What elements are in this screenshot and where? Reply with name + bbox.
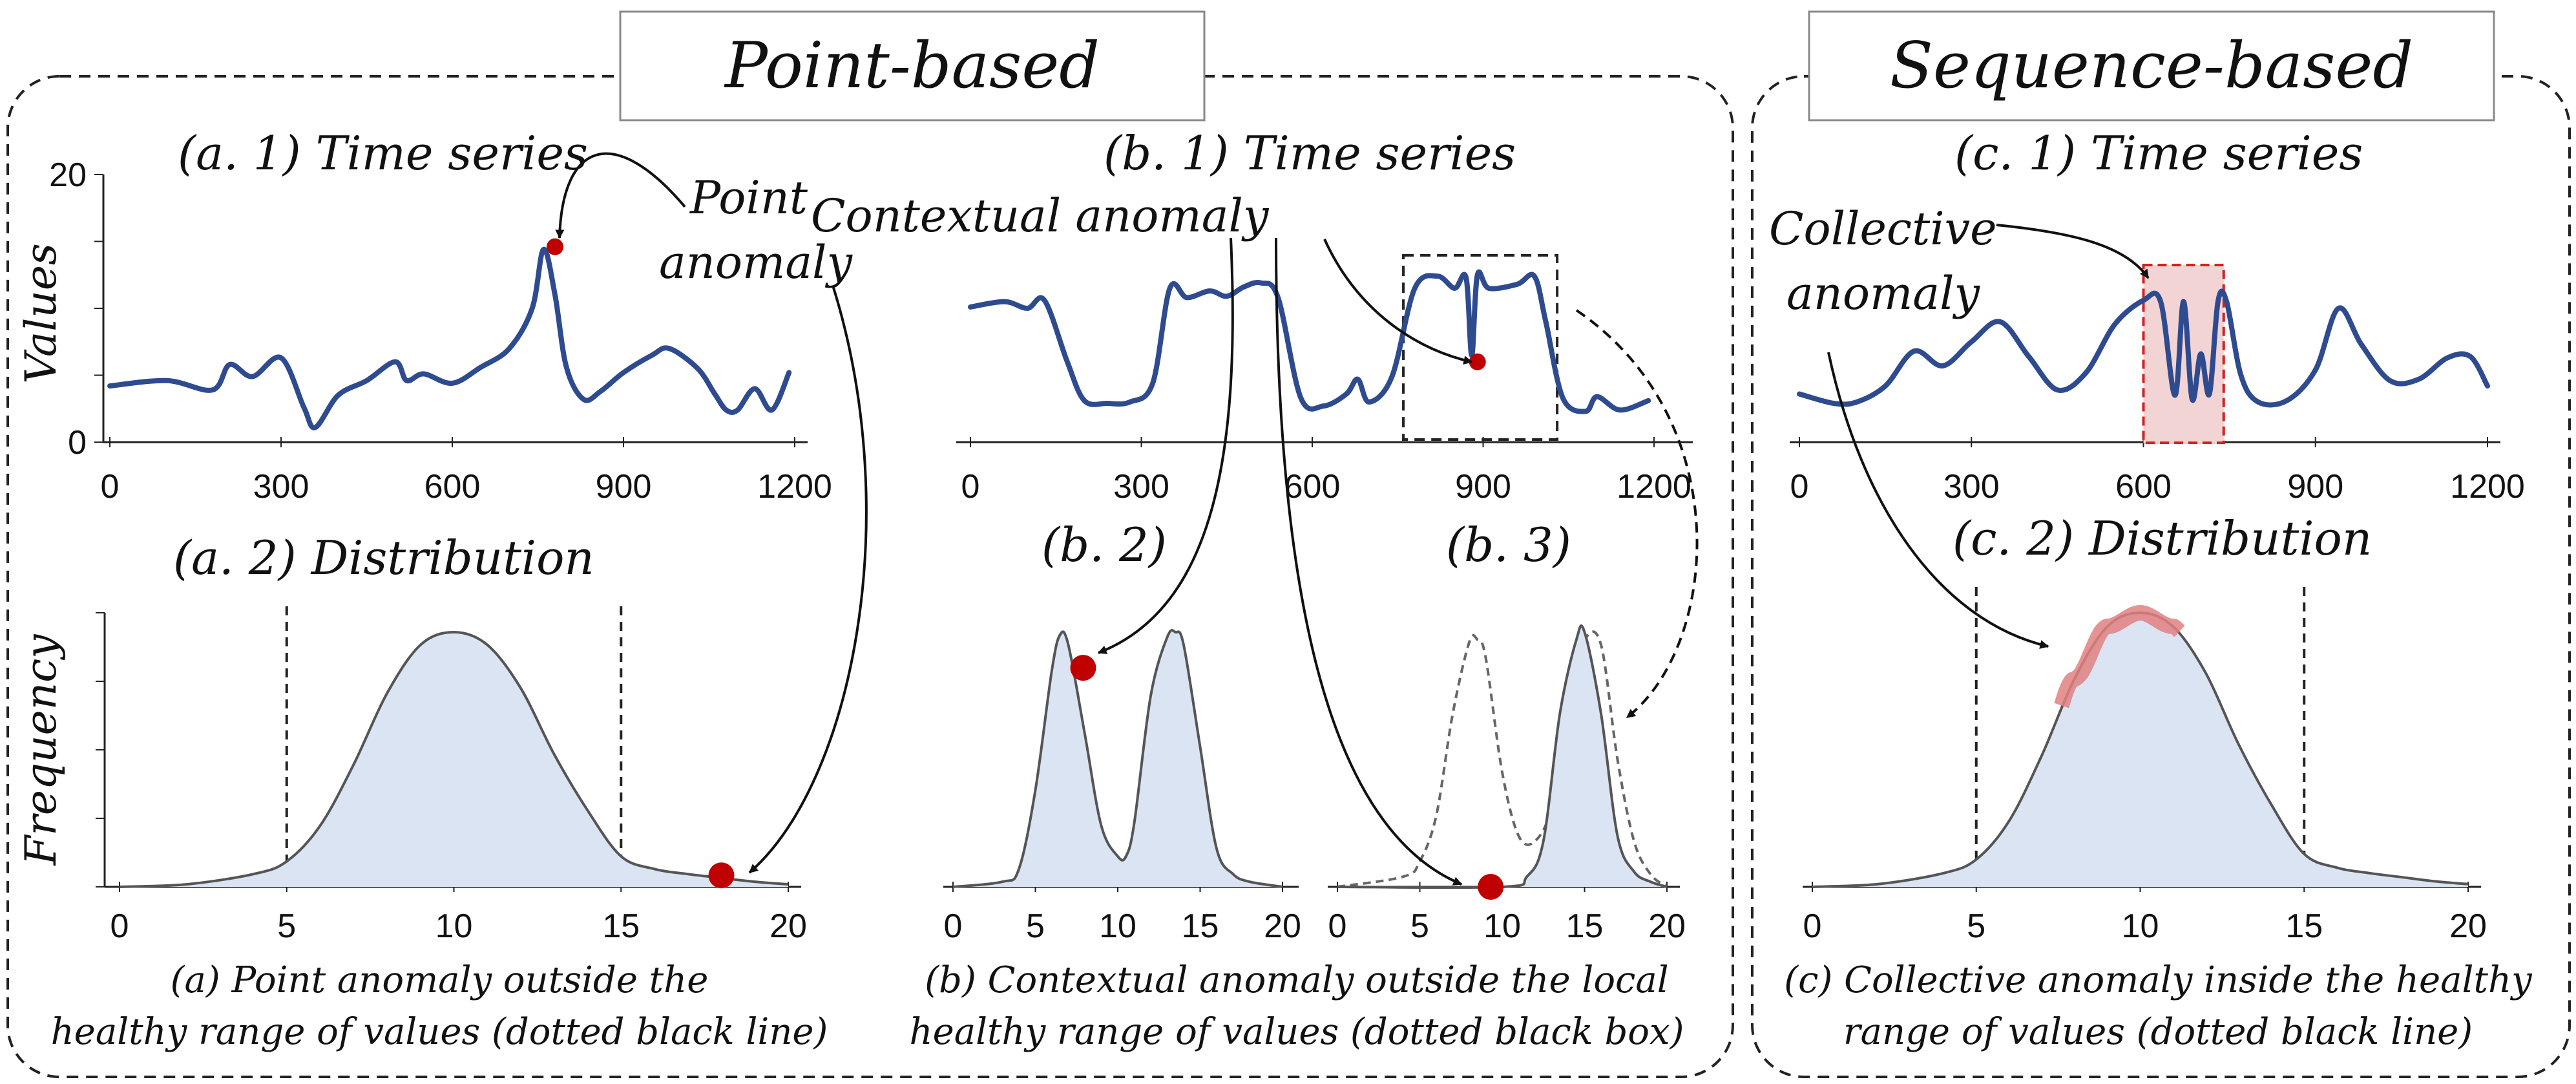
x-tick-label-c2: 0 bbox=[1803, 908, 1822, 945]
subplot-a2-title: (a. 2) Distribution bbox=[173, 531, 594, 585]
frequency-axis-label: Frequency bbox=[16, 634, 66, 866]
subplot-b3-title: (b. 3) bbox=[1446, 518, 1571, 572]
collective-highlight-c2 bbox=[2054, 604, 2185, 708]
x-tick-label-b2: 10 bbox=[1099, 908, 1136, 945]
contextual-arrow-to-b3 bbox=[1275, 237, 1463, 886]
x-tick-label-b2: 15 bbox=[1182, 908, 1219, 945]
sequence-based-title-box bbox=[1808, 10, 2495, 122]
collective-anomaly-label-line2: anomaly bbox=[1786, 267, 1980, 320]
x-tick-label-a1: 300 bbox=[253, 468, 309, 505]
caption-a-line2: healthy range of values (dotted black li… bbox=[51, 1011, 828, 1053]
density-area-b3 bbox=[1337, 625, 1667, 888]
collective-arrow-to-series bbox=[1996, 224, 2150, 279]
series-line-c1 bbox=[1797, 288, 2490, 408]
point-anomaly-arrow-to-distribution bbox=[748, 287, 868, 874]
overlay-layer bbox=[2054, 604, 2185, 708]
x-tick-label-b3: 0 bbox=[1328, 908, 1347, 945]
chart-b1: 0 300 600 900 1200 bbox=[956, 254, 1693, 505]
anomaly-point-a2 bbox=[708, 862, 735, 889]
x-tick-label-c1: 1200 bbox=[2450, 468, 2525, 505]
point-anomaly-label-line1: Point bbox=[689, 171, 808, 224]
series-line-b1 bbox=[968, 269, 1651, 414]
values-axis-label: Values bbox=[16, 243, 66, 384]
subplot-b2-title: (b. 2) bbox=[1042, 518, 1167, 572]
x-tick-label-b3: 10 bbox=[1483, 908, 1521, 945]
subplot-c2-title: (c. 2) Distribution bbox=[1953, 511, 2372, 566]
x-tick-label-c2: 5 bbox=[1967, 908, 1985, 945]
global-reference-density-b3 bbox=[1337, 630, 1668, 888]
y-tick-label-a1: 20 bbox=[49, 156, 87, 194]
density-area-c2 bbox=[1812, 613, 2468, 887]
chart-c2: 0 5 10 15 20 bbox=[1803, 587, 2487, 945]
point-based-title-box bbox=[619, 10, 1206, 122]
x-tick-label-b1: 900 bbox=[1455, 468, 1511, 505]
x-tick-label-c2: 20 bbox=[2449, 908, 2487, 945]
x-tick-label-c1: 900 bbox=[2287, 468, 2343, 505]
chart-b2: 0 5 10 15 20 bbox=[943, 629, 1301, 945]
anomaly-point-b3 bbox=[1478, 874, 1504, 900]
point-based-panel-frame bbox=[6, 75, 1734, 1078]
x-tick-label-c1: 300 bbox=[1943, 468, 2000, 505]
point-anomaly-label-line2: anomaly bbox=[659, 236, 853, 289]
x-tick-label-c2: 15 bbox=[2285, 908, 2323, 945]
chart-b3: 0 5 10 15 20 bbox=[1328, 624, 1686, 945]
point-based-title: Point-based bbox=[724, 29, 1100, 103]
x-tick-label-b1: 300 bbox=[1113, 468, 1169, 505]
x-tick-label-a2: 20 bbox=[770, 908, 807, 945]
density-area-b2 bbox=[953, 630, 1283, 887]
y-tick-label-a1: 0 bbox=[68, 424, 87, 462]
density-area-a2 bbox=[120, 632, 788, 887]
local-window-box bbox=[1402, 254, 1559, 441]
subplot-a1-title: (a. 1) Time series bbox=[178, 126, 588, 180]
density-line-b3 bbox=[1337, 624, 1668, 889]
x-tick-label-a2: 5 bbox=[277, 908, 296, 945]
x-tick-label-b3: 20 bbox=[1648, 908, 1686, 945]
sequence-based-title: Sequence-based bbox=[1890, 29, 2413, 103]
anomaly-point-b2 bbox=[1070, 655, 1096, 681]
x-tick-label-a1: 0 bbox=[101, 468, 120, 505]
x-tick-label-b2: 20 bbox=[1264, 908, 1301, 945]
anomaly-point-a1 bbox=[547, 238, 563, 255]
density-line-a2 bbox=[119, 630, 789, 888]
point-anomaly-arrow-to-series bbox=[555, 152, 686, 239]
subplot-b1-title: (b. 1) Time series bbox=[1104, 126, 1516, 180]
contextual-arrow-to-series bbox=[1323, 239, 1473, 365]
collective-arrow-to-distribution bbox=[1827, 352, 2049, 649]
caption-a-line1: (a) Point anomaly outside the bbox=[171, 959, 709, 1001]
caption-c-line1: (c) Collective anomaly inside the health… bbox=[1784, 959, 2533, 1001]
caption-c-line2: range of values (dotted black line) bbox=[1843, 1011, 2473, 1053]
caption-b-line2: healthy range of values (dotted black bo… bbox=[910, 1011, 1684, 1053]
x-tick-label-b1: 0 bbox=[961, 468, 980, 505]
x-tick-label-a2: 15 bbox=[602, 908, 640, 945]
local-window-arrow-to-b3 bbox=[1575, 309, 1699, 719]
x-tick-label-a1: 600 bbox=[424, 468, 481, 505]
subplot-c1-title: (c. 1) Time series bbox=[1954, 126, 2363, 180]
chart-a1: 0 300 600 900 1200 0 20 bbox=[49, 156, 832, 505]
series-line-a1 bbox=[107, 246, 792, 430]
x-tick-label-c1: 600 bbox=[2115, 468, 2172, 505]
x-tick-label-b1: 600 bbox=[1284, 468, 1341, 505]
collective-anomaly-label-line1: Collective bbox=[1769, 202, 1997, 255]
caption-b-line1: (b) Contextual anomaly outside the local bbox=[925, 959, 1668, 1001]
x-tick-label-b1: 1200 bbox=[1617, 468, 1691, 505]
x-tick-label-c2: 10 bbox=[2122, 908, 2159, 945]
x-tick-label-a1: 900 bbox=[596, 468, 652, 505]
x-tick-label-a2: 0 bbox=[110, 908, 129, 945]
chart-a2: 0 5 10 15 20 bbox=[96, 606, 807, 945]
contextual-arrow-to-b2 bbox=[1097, 237, 1234, 654]
density-line-b2 bbox=[952, 629, 1283, 888]
x-tick-label-a1: 1200 bbox=[757, 468, 832, 505]
x-tick-label-b3: 15 bbox=[1566, 908, 1604, 945]
contextual-anomaly-label: Contextual anomaly bbox=[811, 189, 1270, 242]
x-tick-label-b3: 5 bbox=[1410, 908, 1429, 945]
anomaly-point-b1 bbox=[1469, 353, 1486, 370]
x-tick-label-b2: 0 bbox=[944, 908, 963, 945]
x-tick-label-b2: 5 bbox=[1026, 908, 1045, 945]
x-tick-label-a2: 10 bbox=[435, 908, 473, 945]
x-tick-label-c1: 0 bbox=[1790, 468, 1809, 505]
chart-c1: 0 300 600 900 1200 bbox=[1790, 264, 2525, 505]
